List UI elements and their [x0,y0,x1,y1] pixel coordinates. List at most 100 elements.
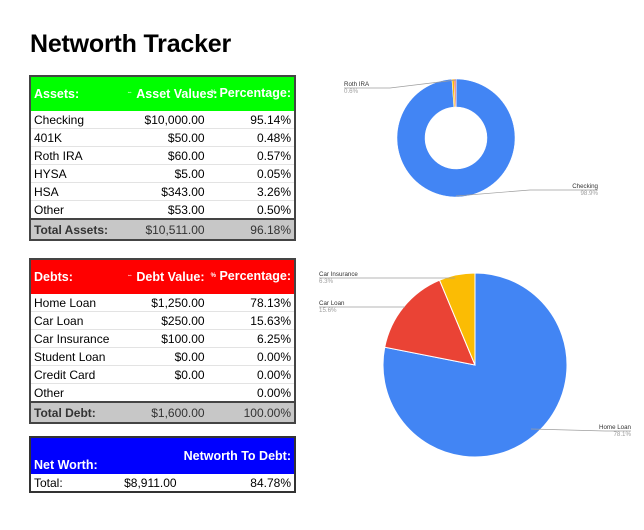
slice-label: Checking [572,183,598,190]
row-value: $8,911.00 [117,474,180,493]
total-label: Total Assets: [30,218,116,241]
total-value: $1,600.00 [115,401,208,424]
slice-pct-label: 6.3% [319,278,334,285]
assets-pct-header-label: Percentage: [219,86,291,101]
value-icon: ⇔ [126,90,133,97]
assets-table: Assets: ⇔ Asset Values: % Percentage: Ch… [29,75,296,241]
row-value: $0.00 [115,365,208,384]
row-value: $250.00 [115,311,208,330]
slice-label: Home Loan [599,424,632,431]
row-pct: 0.05% [207,164,295,183]
row-pct: 0.00% [207,383,295,403]
total-value: $10,511.00 [115,218,208,241]
table-row: Other $53.00 0.50% [30,200,295,220]
slice-label: Car Loan [319,300,345,307]
table-row: Checking $10,000.00 95.14% [30,111,295,129]
row-value: $53.00 [115,200,208,220]
label-leader-line [455,189,598,197]
table-row: Car Loan $250.00 15.63% [30,311,295,330]
row-name: Checking [30,111,116,129]
row-value: $343.00 [115,182,208,201]
percent-icon: % [210,273,216,280]
slice-pct-label: 0.6% [344,88,359,95]
row-name: Total: [30,474,118,493]
row-name: 401K [30,128,116,147]
row-value: $0.00 [115,347,208,366]
pie-slice-checking [396,78,516,198]
networth-header-row: Net Worth: Networth To Debt: [30,437,295,474]
label-leader-line [344,79,457,89]
slice-pct-label: 78.1% [613,431,631,438]
row-value: $1,250.00 [115,294,208,312]
row-pct: 0.48% [207,128,295,147]
assets-value-header: ⇔ Asset Values: [115,76,218,111]
label-leader-line [530,428,631,432]
networth-table: Net Worth: Networth To Debt: Total: $8,9… [29,436,296,493]
row-pct: 84.78% [179,474,295,493]
row-pct: 15.63% [207,311,295,330]
table-row: HYSA $5.00 0.05% [30,164,295,183]
page-title: Networth Tracker [30,30,232,58]
total-pct: 100.00% [207,401,295,424]
total-label: Total Debt: [30,401,116,424]
table-row: HSA $343.00 3.26% [30,182,295,201]
table-row: Credit Card $0.00 0.00% [30,365,295,384]
assets-total-row: Total Assets: $10,511.00 96.18% [30,218,295,241]
debts-pct-header-label: Percentage: [219,269,291,284]
row-name: Other [30,383,116,403]
slice-label: Car Insurance [319,271,358,278]
row-pct: 0.57% [207,146,295,165]
assets-value-header-label: Asset Values: [136,86,218,101]
slice-pct-label: 98.9% [580,190,598,197]
total-pct: 96.18% [207,218,295,241]
row-value: $60.00 [115,146,208,165]
table-row: Total: $8,911.00 84.78% [30,474,295,493]
slice-label: Roth IRA [344,81,370,88]
pie-slice-car-insurance [438,272,476,366]
debts-header-row: Debts: ⇔ Debt Value: % Percentage: [30,259,295,294]
row-name: Car Insurance [30,329,116,348]
debts-header-label: Debts: [30,259,116,294]
row-name: Roth IRA [30,146,116,165]
assets-pct-header: % Percentage: [207,76,295,111]
row-pct: 78.13% [207,294,295,312]
row-name: HSA [30,182,116,201]
row-value: $5.00 [115,164,208,183]
row-pct: 0.00% [207,347,295,366]
table-row: Student Loan $0.00 0.00% [30,347,295,366]
row-value [115,383,208,403]
row-name: Student Loan [30,347,116,366]
value-icon: ⇔ [126,273,133,280]
networth-header-label: Net Worth: [30,437,118,474]
row-value: $10,000.00 [115,111,208,129]
table-row: 401K $50.00 0.48% [30,128,295,147]
debts-table: Debts: ⇔ Debt Value: % Percentage: Home … [29,258,296,424]
percent-icon: % [210,90,216,97]
networth-ratio-header: Networth To Debt: [179,437,295,474]
row-name: HYSA [30,164,116,183]
row-name: Home Loan [30,294,116,312]
debts-pct-header: % Percentage: [207,259,295,294]
row-pct: 3.26% [207,182,295,201]
row-pct: 0.50% [207,200,295,220]
table-row: Other 0.00% [30,383,295,403]
debts-total-row: Total Debt: $1,600.00 100.00% [30,401,295,424]
row-value: $100.00 [115,329,208,348]
table-row: Roth IRA $60.00 0.57% [30,146,295,165]
debts-value-header-label: Debt Value: [136,269,205,284]
row-value: $50.00 [115,128,208,147]
row-name: Credit Card [30,365,116,384]
slice-pct-label: 15.6% [319,307,337,314]
assets-header-label: Assets: [30,76,116,111]
debts-value-header: ⇔ Debt Value: [115,259,208,294]
row-pct: 0.00% [207,365,295,384]
row-pct: 95.14% [207,111,295,129]
row-pct: 6.25% [207,329,295,348]
row-name: Car Loan [30,311,116,330]
table-row: Home Loan $1,250.00 78.13% [30,294,295,312]
assets-header-row: Assets: ⇔ Asset Values: % Percentage: [30,76,295,111]
row-name: Other [30,200,116,220]
table-row: Car Insurance $100.00 6.25% [30,329,295,348]
